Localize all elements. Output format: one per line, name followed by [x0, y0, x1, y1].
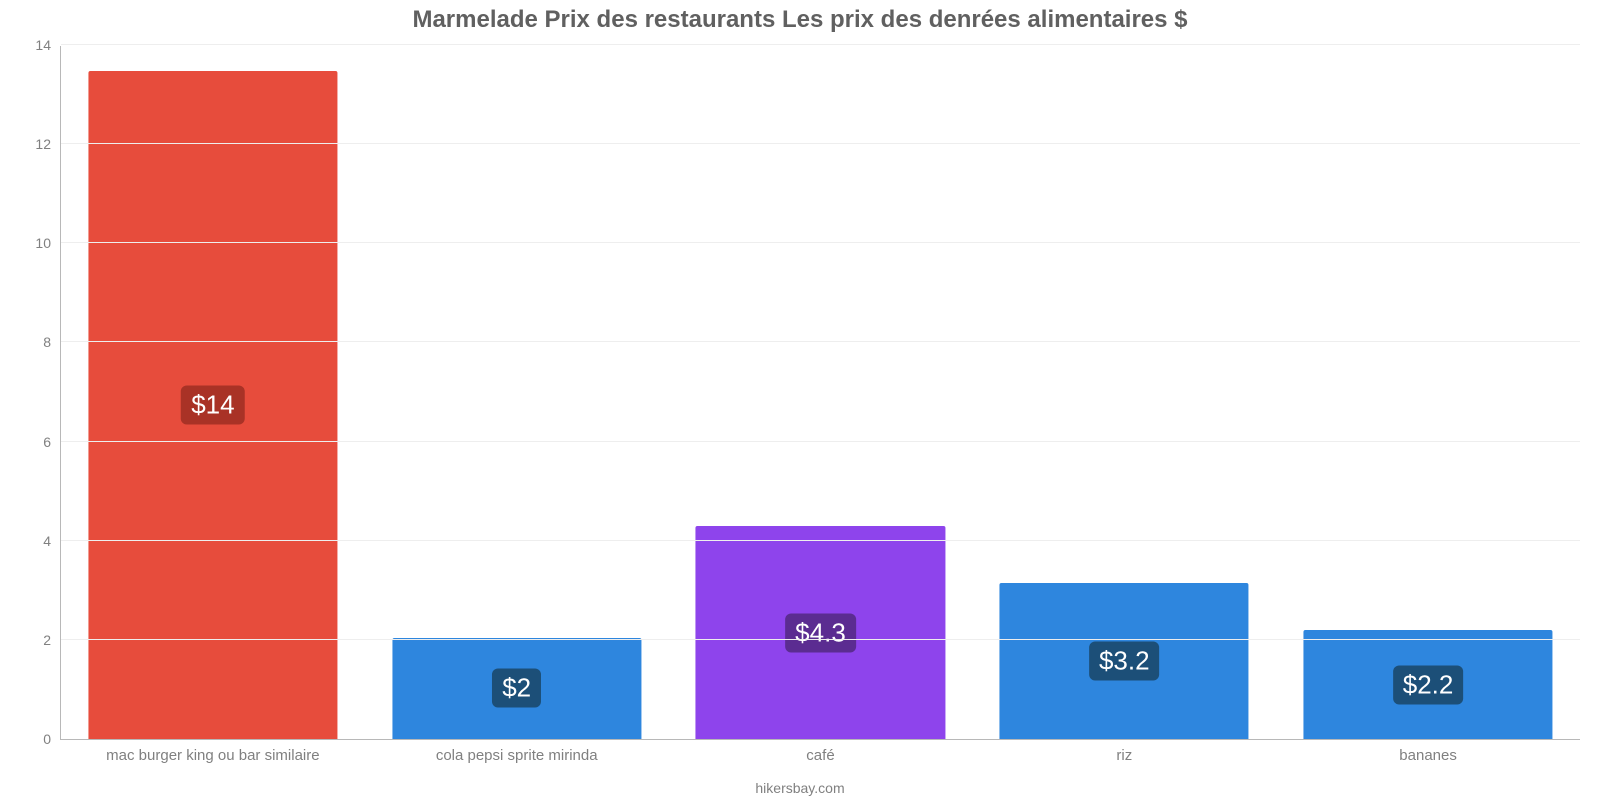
y-tick-label: 0 — [43, 731, 61, 747]
y-tick-label: 12 — [35, 136, 61, 152]
gridline — [61, 341, 1580, 342]
y-tick-label: 4 — [43, 533, 61, 549]
gridline — [61, 143, 1580, 144]
x-tick-label: cola pepsi sprite mirinda — [436, 747, 598, 764]
bar-slot: $14mac burger king ou bar similaire — [61, 46, 365, 739]
gridline — [61, 639, 1580, 640]
y-tick-label: 6 — [43, 434, 61, 450]
bar-value-label: $2.2 — [1393, 665, 1464, 704]
y-tick-label: 14 — [35, 37, 61, 53]
bar-slot: $2.2bananes — [1276, 46, 1580, 739]
plot-area: $14mac burger king ou bar similaire$2col… — [60, 46, 1580, 740]
bar-slot: $2cola pepsi sprite mirinda — [365, 46, 669, 739]
bar-slot: $3.2riz — [972, 46, 1276, 739]
y-tick-label: 8 — [43, 334, 61, 350]
y-tick-label: 2 — [43, 632, 61, 648]
gridline — [61, 540, 1580, 541]
gridline — [61, 242, 1580, 243]
bar: $2.2 — [1304, 630, 1553, 739]
bar-slot: $4.3café — [669, 46, 973, 739]
bar-value-label: $2 — [492, 669, 541, 708]
x-tick-label: bananes — [1399, 747, 1457, 764]
bar: $2 — [392, 638, 641, 739]
bars-row: $14mac burger king ou bar similaire$2col… — [61, 46, 1580, 739]
x-tick-label: café — [806, 747, 834, 764]
chart-container: Marmelade Prix des restaurants Les prix … — [0, 0, 1600, 800]
bar-value-label: $3.2 — [1089, 642, 1160, 681]
x-tick-label: riz — [1116, 747, 1132, 764]
gridline — [61, 441, 1580, 442]
bar-value-label: $14 — [181, 385, 244, 424]
y-tick-label: 10 — [35, 235, 61, 251]
x-tick-label: mac burger king ou bar similaire — [106, 747, 319, 764]
bar: $4.3 — [696, 526, 945, 739]
chart-title: Marmelade Prix des restaurants Les prix … — [0, 6, 1600, 34]
source-label: hikersbay.com — [0, 780, 1600, 796]
gridline — [61, 44, 1580, 45]
bar-value-label: $4.3 — [785, 613, 856, 652]
bar: $3.2 — [1000, 583, 1249, 739]
